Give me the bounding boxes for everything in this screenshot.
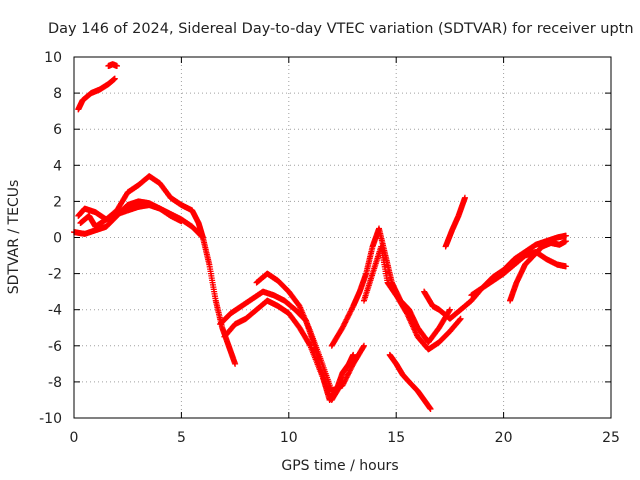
y-tick-label: 0: [53, 231, 62, 247]
axis-ticks: [73, 56, 612, 419]
chart-title: Day 146 of 2024, Sidereal Day-to-day VTE…: [48, 21, 634, 37]
data-point: [199, 233, 206, 240]
data-point: [456, 316, 463, 323]
series-arc-3: [77, 202, 185, 230]
y-tick-label: 2: [53, 194, 62, 210]
y-axis-label: SDTVAR / TECUs: [6, 180, 22, 295]
data-points: [71, 61, 569, 412]
y-tick-label: 8: [53, 86, 62, 102]
x-tick-label: 20: [495, 430, 513, 446]
data-point: [232, 360, 239, 367]
y-tick-label: 10: [44, 50, 62, 66]
x-tick-label: 0: [70, 430, 79, 446]
series-arc-15: [442, 194, 468, 250]
y-tick-label: -4: [48, 303, 62, 319]
data-point: [350, 351, 357, 358]
data-point: [457, 315, 464, 322]
series-arc-7: [221, 297, 346, 403]
series-arc-11: [386, 351, 434, 412]
data-point: [178, 218, 185, 225]
grid: [74, 57, 611, 418]
series-arc-14: [507, 238, 569, 304]
x-tick-label: 15: [387, 430, 405, 446]
data-point: [360, 342, 367, 349]
data-point: [113, 63, 120, 70]
data-point: [199, 234, 206, 241]
x-axis-label: GPS time / hours: [281, 458, 398, 474]
series-arc-1: [75, 173, 239, 367]
x-tick-label: 5: [177, 430, 186, 446]
y-tick-label: -8: [48, 375, 62, 391]
series-arc-10: [360, 243, 464, 353]
data-point: [461, 194, 468, 201]
x-tick-label: 10: [280, 430, 298, 446]
y-tick-label: -10: [39, 411, 62, 427]
data-point: [446, 306, 453, 313]
series-arc-4: [75, 75, 118, 113]
data-point: [360, 343, 367, 350]
data-point: [562, 238, 569, 245]
data-point: [427, 405, 434, 412]
y-tick-label: 4: [53, 158, 62, 174]
data-point: [111, 75, 118, 82]
data-point: [562, 232, 569, 239]
data-point: [306, 341, 313, 348]
data-point: [446, 307, 453, 314]
x-tick-label: 25: [602, 430, 620, 446]
y-tick-label: 6: [53, 122, 62, 138]
y-tick-labels: -10 -8 -6 -4 -2 0 2 4 6 8 10: [39, 50, 62, 427]
y-tick-label: -6: [48, 339, 62, 355]
x-tick-labels: 0 5 10 15 20 25: [70, 430, 620, 446]
y-tick-label: -2: [48, 267, 62, 283]
series-arc-5: [105, 61, 120, 70]
data-point: [562, 263, 569, 270]
series-arc-8: [253, 270, 367, 394]
